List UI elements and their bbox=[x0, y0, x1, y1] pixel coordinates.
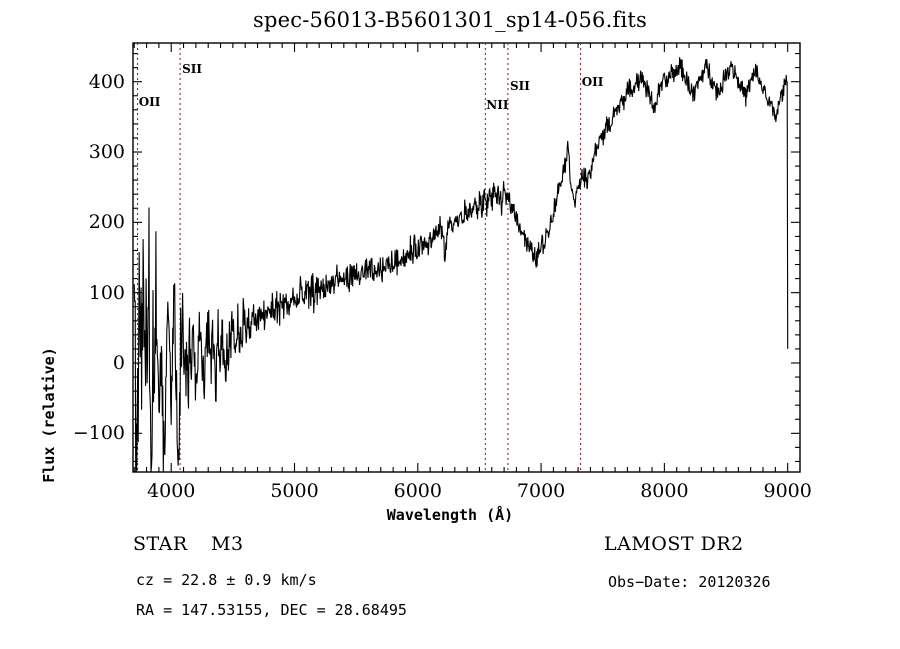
y-tick-label: 100 bbox=[88, 281, 125, 304]
x-tick-label: 5000 bbox=[270, 480, 319, 502]
obs-date-label: Obs−Date: 20120326 bbox=[608, 573, 771, 591]
x-tick-label: 7000 bbox=[516, 480, 566, 502]
line-marker-label-sii: SII bbox=[182, 62, 203, 76]
page-title: spec-56013-B5601301_sp14-056.fits bbox=[253, 8, 647, 32]
line-marker-label-oii: OII bbox=[138, 95, 161, 109]
line-marker-label-nii: NII bbox=[486, 98, 509, 112]
x-tick-label: 8000 bbox=[640, 480, 689, 502]
line-marker-label-sii: SII bbox=[509, 79, 530, 93]
x-tick-label: 4000 bbox=[147, 480, 196, 502]
y-tick-label: −100 bbox=[72, 422, 125, 445]
spectral-type-label: M3 bbox=[211, 533, 244, 555]
y-tick-label: 300 bbox=[88, 141, 125, 163]
coordinates-label: RA = 147.53155, DEC = 28.68495 bbox=[136, 601, 407, 619]
y-tick-label: 200 bbox=[88, 211, 125, 234]
x-tick-label: 9000 bbox=[763, 480, 812, 502]
x-axis-label: Wavelength (Å) bbox=[386, 506, 514, 524]
redshift-velocity-label: cz = 22.8 ± 0.9 km/s bbox=[136, 571, 317, 589]
survey-label: LAMOST DR2 bbox=[604, 533, 744, 555]
y-axis-label: Flux (relative) bbox=[40, 347, 58, 483]
y-tick-label: 400 bbox=[88, 70, 125, 93]
line-marker-label-oii: OII bbox=[581, 75, 604, 89]
object-class-label: STAR bbox=[133, 533, 188, 555]
x-tick-label: 6000 bbox=[393, 480, 442, 502]
y-tick-label: 0 bbox=[112, 351, 125, 374]
